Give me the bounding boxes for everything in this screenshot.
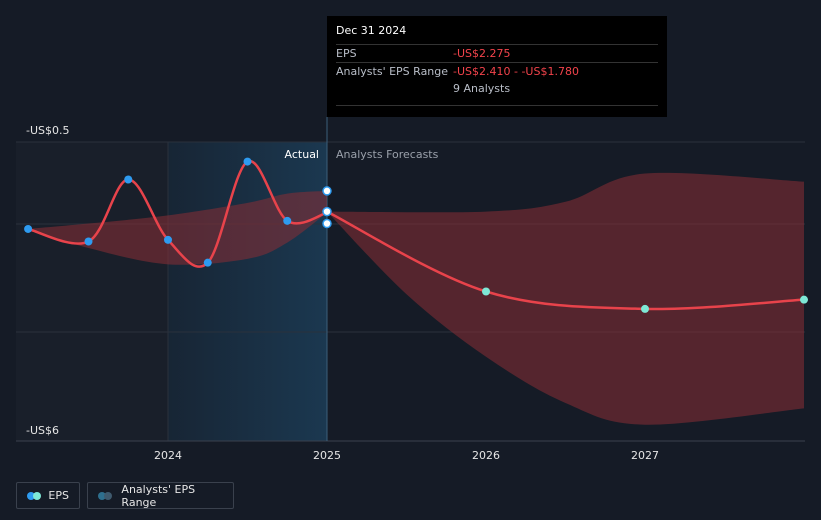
y-axis-bottom-label: -US$6 <box>26 424 59 437</box>
forecast-eps-point <box>641 304 649 313</box>
x-tick-label-2026: 2026 <box>472 449 500 462</box>
tooltip-marker-point <box>322 218 332 229</box>
legend-eps[interactable]: EPS <box>16 482 80 509</box>
actual-eps-point <box>283 216 292 225</box>
actual-eps-range-band <box>28 190 328 265</box>
eps-legend-icon <box>27 491 41 500</box>
tooltip-eps-label: EPS <box>336 47 357 60</box>
forecast-eps-point <box>482 287 490 296</box>
chart-tooltip: Dec 31 2024 EPS -US$2.275 Analysts' EPS … <box>327 16 667 117</box>
past-background <box>16 142 168 441</box>
actual-eps-point <box>24 224 33 233</box>
forecast-label: Analysts Forecasts <box>336 148 439 161</box>
tooltip-range-label: Analysts' EPS Range <box>336 65 449 78</box>
tooltip-eps-value: -US$2.275 <box>453 47 511 60</box>
actual-label: Actual <box>285 148 319 161</box>
legend-eps-range[interactable]: Analysts' EPS Range <box>87 482 234 509</box>
legend-eps-label: EPS <box>48 489 69 502</box>
tooltip-spacer <box>336 80 453 97</box>
x-tick-label-2025: 2025 <box>313 449 341 462</box>
forecast-eps-range-band <box>327 172 804 425</box>
tooltip-marker-point <box>322 206 332 217</box>
tooltip-marker-point <box>322 186 332 196</box>
x-tick-label-2024: 2024 <box>154 449 182 462</box>
tooltip-range-value: -US$2.410 - -US$1.780 <box>453 65 579 78</box>
tooltip-divider <box>336 105 658 106</box>
tooltip-analysts: 9 Analysts <box>453 82 511 95</box>
y-axis-top-label: -US$0.5 <box>26 124 70 137</box>
recent-highlight-region <box>168 142 327 441</box>
legend-range-label: Analysts' EPS Range <box>121 482 196 509</box>
actual-eps-point <box>203 258 212 267</box>
forecast-eps-line <box>326 210 805 311</box>
actual-eps-point <box>84 237 93 246</box>
tooltip-date: Dec 31 2024 <box>336 24 407 37</box>
actual-eps-point <box>164 235 172 244</box>
actual-eps-line <box>27 160 328 268</box>
range-legend-icon <box>98 491 113 500</box>
actual-eps-point <box>124 175 133 184</box>
actual-eps-point <box>243 157 252 166</box>
forecast-eps-point <box>800 295 808 304</box>
x-tick-label-2027: 2027 <box>631 449 659 462</box>
